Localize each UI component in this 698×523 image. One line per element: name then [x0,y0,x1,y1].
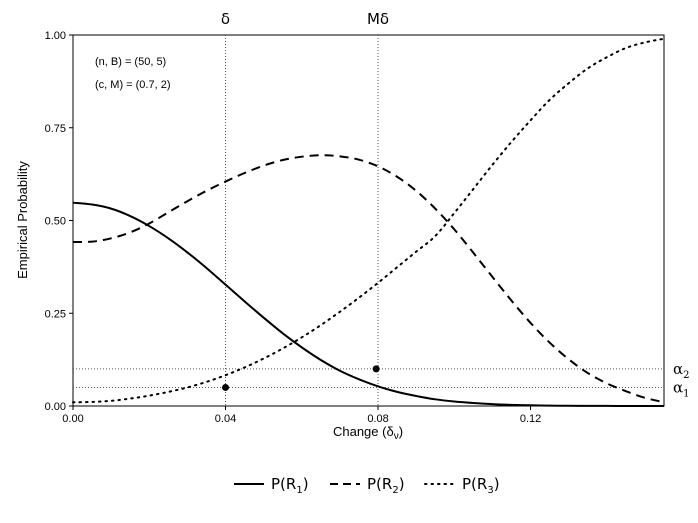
series-lines [72,37,665,408]
y-tick-label: 1.00 [45,30,66,42]
y-axis-ticks: 0.00 0.25 0.50 0.75 1.00 [45,30,73,413]
y-tick-label: 0.75 [45,123,66,135]
legend-label-r1: P(R1) [271,475,309,496]
marker-point-0 [222,383,230,391]
x-tick-label: 0.04 [215,413,236,425]
series-line-r3 [72,37,665,404]
alpha-2-label: α2 [673,360,690,381]
m-delta-label: Mδ [367,10,389,28]
annotation-cm: (c, M) = (0.7, 2) [95,79,171,91]
legend: P(R1) P(R2) P(R3) [234,475,500,496]
y-tick-label: 0.50 [45,216,66,228]
x-axis-ticks: 0.00 0.04 0.08 0.12 [62,406,541,425]
delta-label: δ [221,10,230,28]
y-tick-label: 0.25 [45,308,66,320]
x-tick-label: 0.12 [520,413,541,425]
marker-points [222,365,380,391]
series-line-r2 [72,154,665,404]
marker-point-1 [372,365,380,373]
series-line-r1 [72,201,665,408]
annotation-nb: (n, B) = (50, 5) [95,56,166,68]
y-tick-label: 0.00 [45,401,66,413]
x-tick-label: 0.00 [62,413,83,425]
x-axis-title: Change (δν) [333,424,403,442]
alpha-1-label: α1 [673,378,690,399]
reference-lines [73,35,664,406]
y-axis-title: Empirical Probability [15,161,30,279]
legend-label-r2: P(R2) [367,475,405,496]
legend-label-r3: P(R3) [462,475,500,496]
x-tick-label: 0.08 [367,413,388,425]
